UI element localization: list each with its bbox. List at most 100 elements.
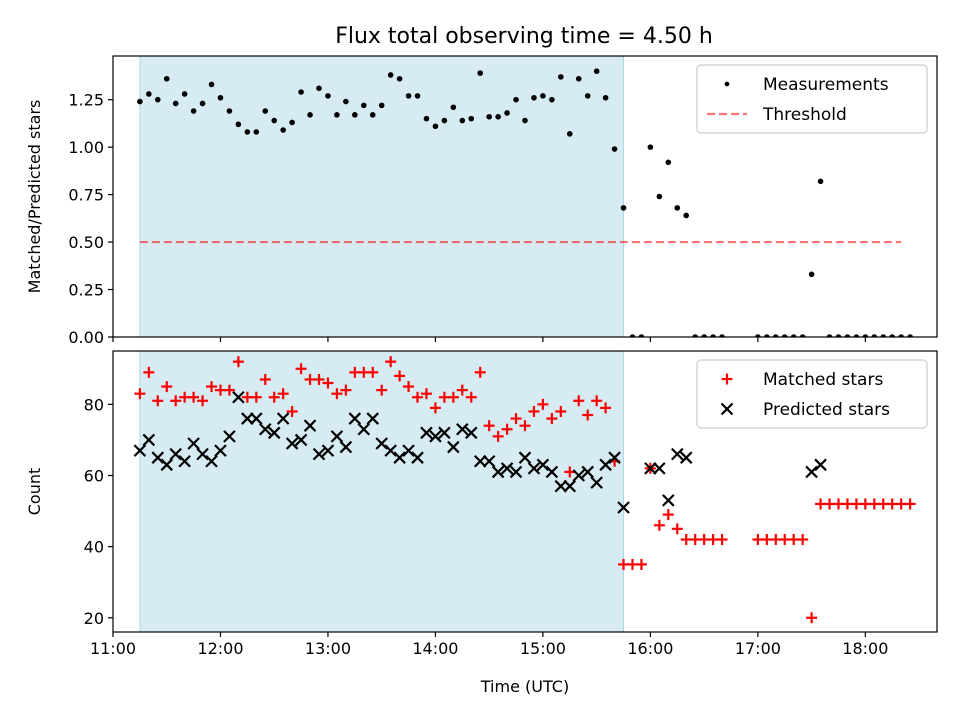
measurement-point <box>432 123 439 130</box>
matched-star-point <box>501 423 513 435</box>
matched-star-point <box>232 356 244 368</box>
predicted-star-point <box>348 412 362 425</box>
matched-star-point <box>152 395 164 407</box>
matched-star-point <box>367 366 379 378</box>
predicted-star-point <box>518 451 532 464</box>
matched-star-point <box>277 388 289 400</box>
measurement-point <box>584 93 591 99</box>
predicted-star-point-b <box>258 422 272 436</box>
measurement-point <box>575 75 582 82</box>
measurement-point <box>199 100 206 107</box>
measurement-point <box>656 193 663 200</box>
measurement-point <box>513 96 519 103</box>
predicted-star-point <box>500 462 514 475</box>
predicted-star-point-b <box>482 454 496 468</box>
measurement-point <box>692 334 698 337</box>
matched-star-point <box>268 391 280 403</box>
matched-star-point <box>340 384 352 396</box>
y-axis-label: Count <box>25 468 44 516</box>
predicted-star-point <box>258 422 272 436</box>
predicted-star-point-b <box>662 494 675 507</box>
predicted-star-point-b <box>429 430 442 443</box>
matched-star-point <box>662 509 674 521</box>
measurement-point <box>307 112 313 118</box>
measurement-point <box>325 93 331 99</box>
y-axis-label: Matched/Predicted stars <box>25 100 44 294</box>
predicted-star-point <box>312 447 326 461</box>
predicted-star-point <box>285 437 299 450</box>
predicted-star-point <box>223 430 236 443</box>
matched-star-point <box>564 466 576 478</box>
predicted-star-point <box>429 430 442 443</box>
measurement-point <box>611 146 618 152</box>
predicted-star-point <box>142 433 156 447</box>
matched-star-point <box>376 384 388 396</box>
x-tick-label: 18:00 <box>842 639 888 658</box>
predicted-star-point <box>608 451 621 464</box>
chart-title: Flux total observing time = 4.50 h <box>335 24 713 49</box>
measurement-point <box>853 334 860 337</box>
measurement-point <box>817 178 824 185</box>
measurement-point <box>369 112 376 118</box>
y-tick-label: 1.25 <box>68 91 104 110</box>
matched-star-point <box>653 519 665 531</box>
observing-window-shade <box>139 350 625 633</box>
predicted-star-point <box>563 479 577 493</box>
matched-star-point <box>206 381 218 393</box>
matched-star-point <box>331 388 343 400</box>
measurement-point <box>871 334 878 337</box>
predicted-star-point-b <box>205 454 218 468</box>
measurement-point <box>190 108 197 114</box>
matched-star-point <box>635 558 647 570</box>
predicted-star-point-b <box>402 444 415 457</box>
ratio-panel: 0.00 0.25 0.50 0.75 1.00 1.25 Matched/Predicte… <box>25 55 938 347</box>
measurement-point <box>755 334 761 337</box>
predicted-star-point <box>160 458 174 472</box>
predicted-star-point <box>805 465 818 479</box>
predicted-star-point <box>393 451 406 464</box>
predicted-star-point <box>473 454 487 468</box>
measurement-point <box>889 334 896 337</box>
predicted-star-point-b <box>133 444 147 457</box>
count-panel: 11:00 12:00 13:00 14:00 15:00 16:00 17:00 18:00… <box>25 350 938 696</box>
predicted-star-point <box>151 451 165 464</box>
predicted-star-point <box>491 465 505 479</box>
predicted-star-point-b <box>321 444 335 457</box>
y-tick-label: 0.50 <box>68 233 104 252</box>
predicted-star-point-b <box>464 426 478 440</box>
measurement-point <box>423 115 430 122</box>
x-tick-label: 15:00 <box>520 639 566 658</box>
predicted-star-point <box>250 412 263 425</box>
predicted-star-point <box>509 465 523 479</box>
measurement-point <box>334 112 340 118</box>
predicted-star-point-b <box>339 440 353 454</box>
measurement-point <box>701 334 707 337</box>
predicted-star-point-b <box>438 426 451 440</box>
predicted-star-point-b <box>411 451 424 464</box>
predicted-star-point <box>384 444 397 457</box>
measurement-point <box>549 96 555 103</box>
matched-star-point <box>492 430 504 442</box>
predicted-star-point <box>321 444 335 457</box>
predicted-star-point-b <box>617 501 630 514</box>
predicted-star-point <box>366 412 380 425</box>
matched-star-point <box>806 612 818 624</box>
matched-star-point <box>546 413 558 425</box>
predicted-star-point-b <box>294 433 308 447</box>
predicted-star-point-b <box>572 469 586 482</box>
measurement-point <box>477 70 484 76</box>
measurement-point <box>154 96 161 103</box>
measurement-point <box>808 271 815 278</box>
predicted-star-point <box>241 412 254 425</box>
measurement-point <box>459 117 466 124</box>
predicted-star-point-b <box>384 444 397 457</box>
predicted-star-point-b <box>169 447 182 461</box>
predicted-star-point-b <box>599 458 612 472</box>
predicted-star-point <box>276 412 290 425</box>
measurement-point <box>414 93 421 99</box>
predicted-star-point <box>169 447 182 461</box>
measurement-point <box>647 144 654 150</box>
y-tick-label: 40 <box>84 538 104 557</box>
matched-star-point <box>716 534 728 546</box>
